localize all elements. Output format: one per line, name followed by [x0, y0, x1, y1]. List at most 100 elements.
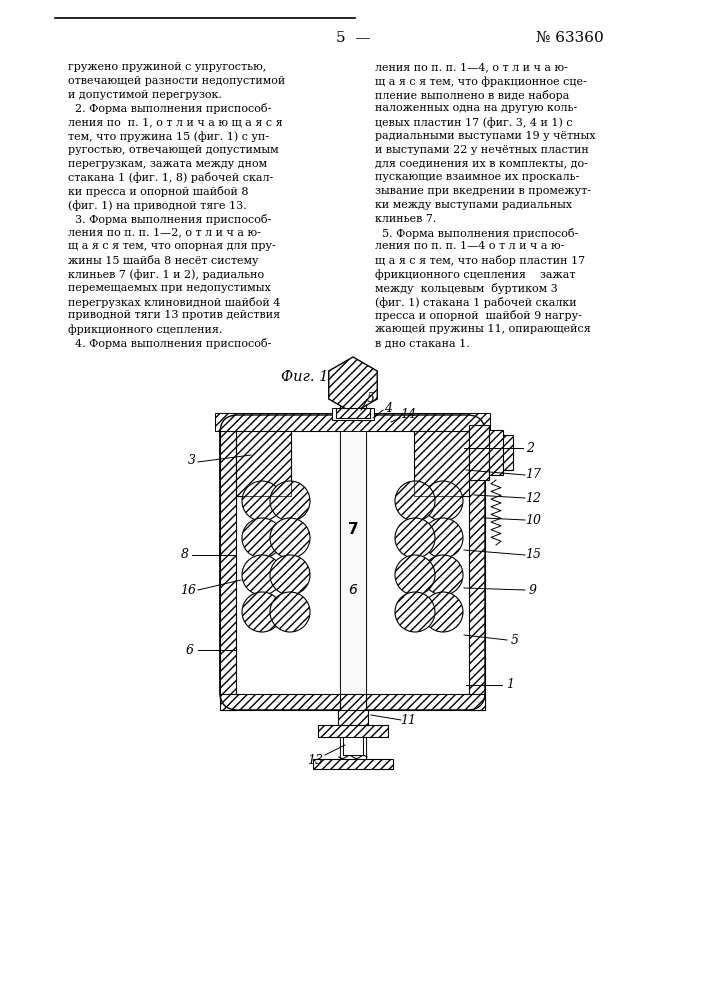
- Circle shape: [423, 592, 463, 632]
- Text: жающей пружины 11, опирающейся: жающей пружины 11, опирающейся: [375, 324, 591, 334]
- Text: фрикционного сцепления    зажат: фрикционного сцепления зажат: [375, 269, 575, 280]
- Bar: [220, 694, 485, 710]
- Circle shape: [270, 481, 310, 521]
- Circle shape: [423, 481, 463, 521]
- Text: 2: 2: [526, 442, 534, 454]
- Text: 2. Форма выполнения приспособ-: 2. Форма выполнения приспособ-: [68, 103, 271, 114]
- Text: пление выполнено в виде набора: пление выполнено в виде набора: [375, 90, 569, 101]
- Text: щ а я с я тем, что набор пластин 17: щ а я с я тем, что набор пластин 17: [375, 255, 585, 266]
- Text: 14: 14: [400, 408, 416, 422]
- Text: наложенных одна на другую коль-: наложенных одна на другую коль-: [375, 103, 577, 113]
- Polygon shape: [329, 357, 378, 413]
- Text: ления по  п. 1, о т л и ч а ю щ а я с я: ления по п. 1, о т л и ч а ю щ а я с я: [68, 117, 283, 127]
- Text: жины 15 шайба 8 несёт систему: жины 15 шайба 8 несёт систему: [68, 255, 259, 266]
- Bar: [236, 431, 291, 496]
- Bar: [469, 425, 489, 480]
- Text: ления по п. п. 1—4, о т л и ч а ю-: ления по п. п. 1—4, о т л и ч а ю-: [375, 62, 568, 72]
- Text: пускающие взаимное их проскаль-: пускающие взаимное их проскаль-: [375, 172, 579, 182]
- Bar: [340, 395, 366, 420]
- Text: ругостью, отвечающей допустимым: ругостью, отвечающей допустимым: [68, 145, 279, 155]
- Circle shape: [395, 555, 435, 595]
- Text: между  кольцевым  буртиком 3: между кольцевым буртиком 3: [375, 283, 558, 294]
- Text: гружено пружиной с упругостью,: гружено пружиной с упругостью,: [68, 62, 267, 72]
- Text: в дно стакана 1.: в дно стакана 1.: [375, 338, 469, 348]
- Text: 5: 5: [367, 391, 375, 404]
- Text: 5. Форма выполнения приспособ-: 5. Форма выполнения приспособ-: [375, 228, 578, 239]
- Text: 15: 15: [525, 548, 541, 562]
- Circle shape: [242, 555, 282, 595]
- FancyBboxPatch shape: [220, 415, 485, 710]
- Text: пресса и опорной  шайбой 9 нагру-: пресса и опорной шайбой 9 нагру-: [375, 310, 582, 321]
- Text: 4. Форма выполнения приспособ-: 4. Форма выполнения приспособ-: [68, 338, 271, 349]
- Circle shape: [395, 481, 435, 521]
- Circle shape: [270, 592, 310, 632]
- Circle shape: [423, 518, 463, 558]
- Text: стакана 1 (фиг. 1, 8) рабочей скал-: стакана 1 (фиг. 1, 8) рабочей скал-: [68, 172, 273, 183]
- Text: Фиг. 1: Фиг. 1: [281, 370, 329, 384]
- Text: 6: 6: [349, 583, 358, 597]
- Text: ления по п. п. 1—2, о т л и ч а ю-: ления по п. п. 1—2, о т л и ч а ю-: [68, 228, 261, 238]
- Text: (фиг. 1) стакана 1 рабочей скалки: (фиг. 1) стакана 1 рабочей скалки: [375, 297, 577, 308]
- Text: 9: 9: [529, 584, 537, 596]
- Bar: [340, 694, 366, 760]
- Text: 8: 8: [181, 548, 189, 562]
- Bar: [414, 431, 469, 496]
- Bar: [340, 415, 366, 710]
- Bar: [313, 759, 393, 769]
- Text: 13: 13: [307, 754, 323, 766]
- Text: 5  —: 5 —: [336, 31, 370, 45]
- Text: 3: 3: [188, 454, 196, 466]
- Circle shape: [423, 555, 463, 595]
- Text: зывание при вкедрении в промежут-: зывание при вкедрении в промежут-: [375, 186, 591, 196]
- Text: 7: 7: [348, 522, 358, 538]
- Bar: [220, 415, 485, 431]
- Text: щ а я с я тем, что фракционное сце-: щ а я с я тем, что фракционное сце-: [375, 76, 587, 87]
- Text: ки между выступами радиальных: ки между выступами радиальных: [375, 200, 572, 210]
- Text: 11: 11: [400, 714, 416, 726]
- Circle shape: [242, 518, 282, 558]
- Bar: [220, 415, 236, 710]
- Text: 17: 17: [525, 468, 541, 482]
- Text: и допустимой перегрузок.: и допустимой перегрузок.: [68, 90, 222, 100]
- Bar: [489, 430, 503, 475]
- Text: перемещаемых при недопустимых: перемещаемых при недопустимых: [68, 283, 271, 293]
- Text: № 63360: № 63360: [536, 31, 604, 45]
- Bar: [340, 710, 366, 760]
- Text: 1: 1: [506, 678, 514, 692]
- Text: для соединения их в комплекты, до-: для соединения их в комплекты, до-: [375, 159, 588, 169]
- Bar: [343, 737, 363, 755]
- Text: 3. Форма выполнения приспособ-: 3. Форма выполнения приспособ-: [68, 214, 271, 225]
- Text: 10: 10: [525, 514, 541, 526]
- Bar: [338, 710, 368, 725]
- Text: тем, что пружина 15 (фиг. 1) с уп-: тем, что пружина 15 (фиг. 1) с уп-: [68, 131, 269, 142]
- Circle shape: [242, 481, 282, 521]
- Text: 16: 16: [180, 584, 196, 596]
- Bar: [469, 415, 485, 710]
- Circle shape: [270, 518, 310, 558]
- Text: радиальными выступами 19 у чётных: радиальными выступами 19 у чётных: [375, 131, 595, 141]
- Text: перегрузкам, зажата между дном: перегрузкам, зажата между дном: [68, 159, 267, 169]
- Text: и выступами 22 у нечётных пластин: и выступами 22 у нечётных пластин: [375, 145, 589, 155]
- Bar: [503, 435, 513, 470]
- Text: ления по п. п. 1—4 о т л и ч а ю-: ления по п. п. 1—4 о т л и ч а ю-: [375, 241, 564, 251]
- Text: 4: 4: [384, 401, 392, 414]
- Text: 6: 6: [186, 644, 194, 656]
- Text: ки пресса и опорной шайбой 8: ки пресса и опорной шайбой 8: [68, 186, 248, 197]
- Text: (фиг. 1) на приводной тяге 13.: (фиг. 1) на приводной тяге 13.: [68, 200, 247, 211]
- Bar: [414, 431, 469, 496]
- Text: 5: 5: [511, 634, 519, 647]
- Circle shape: [395, 592, 435, 632]
- Circle shape: [270, 555, 310, 595]
- Text: клиньев 7.: клиньев 7.: [375, 214, 436, 224]
- Bar: [215, 413, 490, 431]
- Bar: [236, 431, 291, 496]
- Text: приводной тяги 13 против действия: приводной тяги 13 против действия: [68, 310, 280, 320]
- Text: отвечающей разности недопустимой: отвечающей разности недопустимой: [68, 76, 285, 86]
- Bar: [336, 408, 370, 418]
- Circle shape: [395, 518, 435, 558]
- Text: щ а я с я тем, что опорная для пру-: щ а я с я тем, что опорная для пру-: [68, 241, 276, 251]
- Circle shape: [242, 592, 282, 632]
- Text: фрикционного сцепления.: фрикционного сцепления.: [68, 324, 223, 335]
- Text: цевых пластин 17 (фиг. 3, 4 и 1) с: цевых пластин 17 (фиг. 3, 4 и 1) с: [375, 117, 573, 128]
- Text: клиньев 7 (фиг. 1 и 2), радиально: клиньев 7 (фиг. 1 и 2), радиально: [68, 269, 264, 280]
